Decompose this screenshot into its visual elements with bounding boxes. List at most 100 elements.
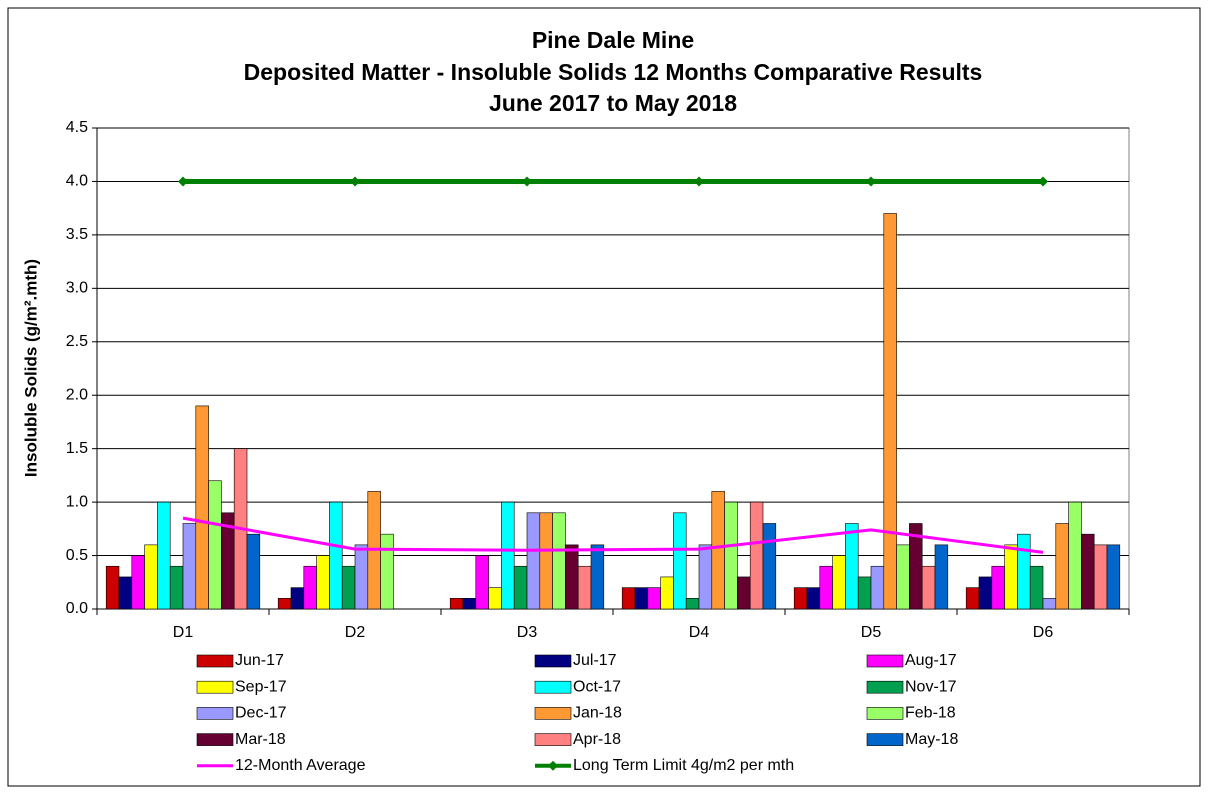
bar <box>934 544 949 610</box>
bar <box>329 501 343 610</box>
bar <box>341 565 356 610</box>
legend-swatch <box>866 680 904 694</box>
bar <box>157 501 171 610</box>
y-tick-label: 2.0 <box>66 386 88 403</box>
legend-label: 12-Month Average <box>235 757 366 774</box>
x-tick-label: D2 <box>345 624 366 641</box>
bar <box>277 598 292 610</box>
legend-label: Mar-18 <box>235 731 286 748</box>
bar <box>845 523 859 610</box>
bar <box>1093 544 1108 610</box>
bar <box>449 598 464 610</box>
bar <box>883 213 897 610</box>
bar <box>806 587 821 610</box>
bar <box>660 576 674 610</box>
bar <box>182 523 197 610</box>
legend-swatch <box>534 733 572 746</box>
legend-swatch <box>196 733 234 746</box>
bar <box>539 512 553 610</box>
line-marker <box>350 176 360 187</box>
y-axis-label: Insoluble Solids (g/m².mth) <box>21 259 40 477</box>
bar <box>290 587 305 610</box>
y-tick-label: 4.0 <box>66 173 88 190</box>
legend-label: Sep-17 <box>235 678 287 695</box>
bar <box>1106 544 1121 610</box>
bar <box>793 587 808 610</box>
bar <box>105 565 120 610</box>
chart-title: June 2017 to May 2018 <box>489 90 737 116</box>
legend-swatch <box>548 760 558 771</box>
legend-swatch <box>534 707 572 720</box>
line-marker <box>694 176 704 187</box>
legend-label: Nov-17 <box>905 678 957 695</box>
legend-swatch <box>866 733 904 746</box>
bar <box>380 533 394 610</box>
legend-swatch <box>866 654 904 668</box>
bar <box>685 598 700 610</box>
x-tick-label: D6 <box>1033 624 1054 641</box>
plot-area <box>96 127 1130 610</box>
bar <box>978 576 993 610</box>
line <box>182 516 1044 554</box>
legend-label: Jun-17 <box>235 652 284 669</box>
bar <box>462 598 477 610</box>
bar <box>711 491 725 610</box>
x-tick-label: D3 <box>517 624 538 641</box>
bar <box>501 501 515 610</box>
bar <box>590 544 605 610</box>
bar <box>303 565 317 610</box>
bar <box>195 405 209 610</box>
bar <box>246 533 261 610</box>
bar <box>354 544 369 610</box>
bar <box>1068 501 1082 610</box>
legend-label: Long Term Limit 4g/m2 per mth <box>573 757 794 774</box>
bar <box>819 565 833 610</box>
bar <box>552 512 566 610</box>
bar <box>673 512 687 610</box>
legend-swatch <box>534 654 572 668</box>
bar <box>857 576 872 610</box>
legend-label: Jul-17 <box>573 652 617 669</box>
bar <box>698 544 713 610</box>
bar <box>1055 523 1069 610</box>
bar <box>488 587 502 610</box>
bar <box>1081 533 1095 610</box>
bar <box>737 576 751 610</box>
bar <box>1004 544 1018 610</box>
bar <box>118 576 133 610</box>
y-tick-label: 1.0 <box>66 493 88 510</box>
line-marker <box>1038 176 1048 187</box>
bar <box>565 544 579 610</box>
bar <box>724 501 738 610</box>
bar <box>870 565 885 610</box>
bar <box>513 565 528 610</box>
bar <box>316 555 330 610</box>
bar <box>1017 533 1031 610</box>
y-tick-label: 2.5 <box>66 333 88 350</box>
x-tick-label: D5 <box>861 624 882 641</box>
legend-swatch <box>534 680 572 694</box>
legend-label: Oct-17 <box>573 678 621 695</box>
bar <box>1029 565 1044 610</box>
legend-label: Feb-18 <box>905 705 956 722</box>
line-marker <box>522 176 532 187</box>
legend-label: Dec-17 <box>235 705 287 722</box>
line-marker <box>178 176 188 187</box>
y-tick-label: 4.5 <box>66 119 88 136</box>
legend-label: Aug-17 <box>905 652 957 669</box>
y-tick-label: 3.0 <box>66 280 88 297</box>
bar <box>832 555 846 610</box>
legend-label: May-18 <box>905 731 958 748</box>
bar <box>749 501 764 610</box>
bar <box>577 565 592 610</box>
legend-swatch <box>196 707 234 720</box>
bar <box>647 587 661 610</box>
bar <box>526 512 541 610</box>
x-tick-label: D1 <box>173 624 194 641</box>
y-tick-label: 0.0 <box>66 600 88 617</box>
bar <box>169 565 184 610</box>
legend-swatch <box>866 707 904 720</box>
bar <box>634 587 649 610</box>
chart-title: Pine Dale Mine <box>532 27 694 53</box>
